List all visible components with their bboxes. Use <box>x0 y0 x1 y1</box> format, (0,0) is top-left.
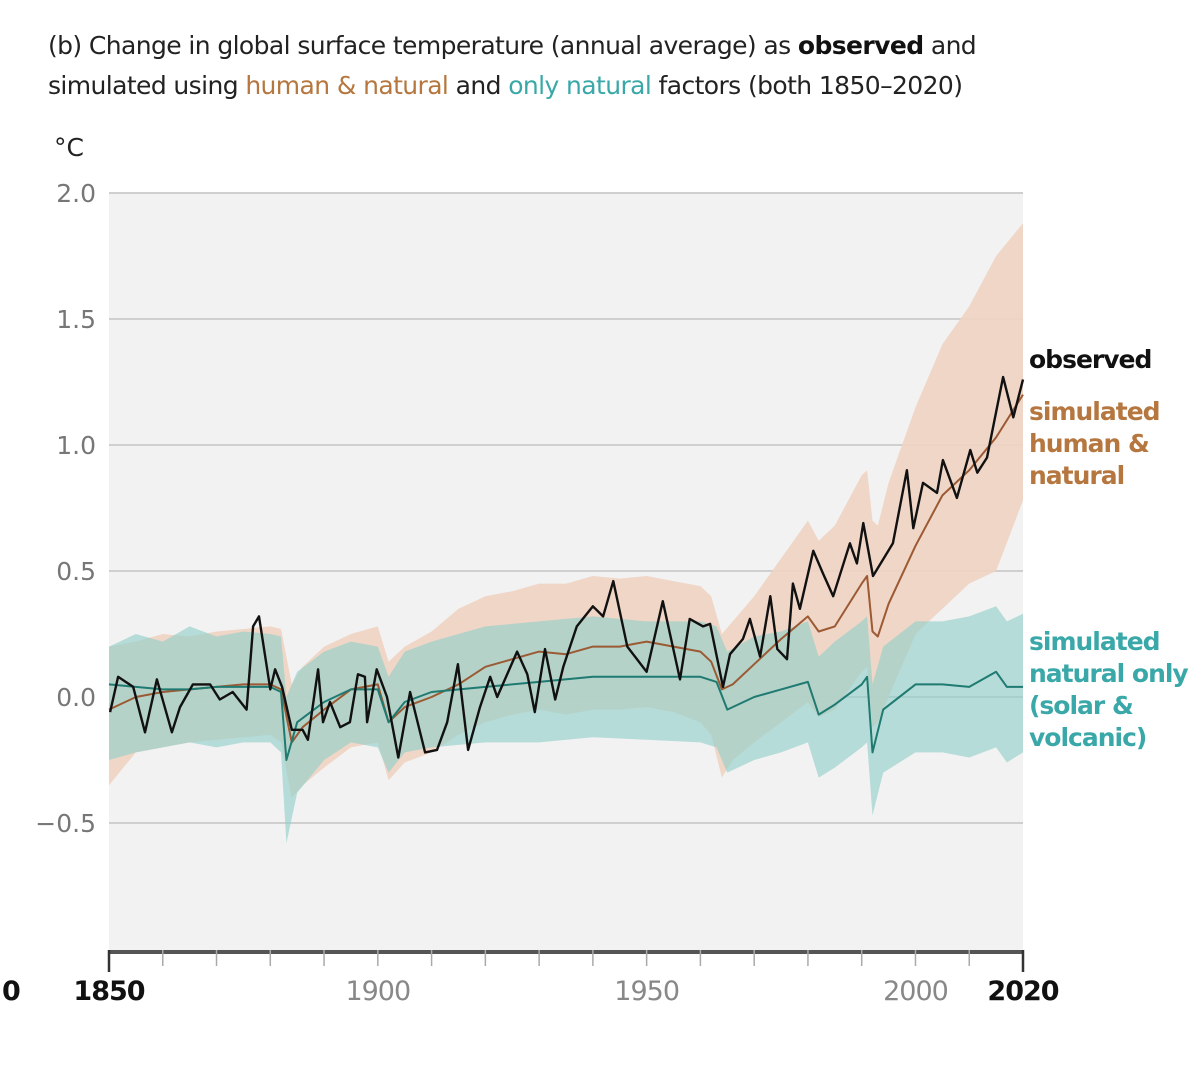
title-text: simulated using <box>48 71 246 100</box>
observed-line <box>108 375 1025 759</box>
title-observed: observed <box>797 31 924 60</box>
x-tick-label: 2000 <box>883 976 948 1007</box>
natural-only-range-band <box>109 606 1023 844</box>
x-tick-label: 2020 <box>987 976 1058 1007</box>
natural-only-label: (solar & <box>1029 691 1133 720</box>
title-human-natural: human & natural <box>245 71 449 100</box>
human-natural-label: natural <box>1029 461 1124 490</box>
title-text: factors (both 1850–2020) <box>651 71 963 100</box>
title-line-1: (b) Change in global surface temperature… <box>48 26 977 66</box>
natural-only-label: volcanic) <box>1029 723 1146 752</box>
human-natural-mean-line <box>108 394 1024 744</box>
natural-only-label: natural only <box>1029 659 1188 688</box>
title-text: and <box>923 31 977 60</box>
human-natural-label: human & <box>1029 429 1149 458</box>
x-tick-label: 1900 <box>345 976 410 1007</box>
y-tick-label: 0.0 <box>56 683 96 712</box>
title-text: (b) Change in global surface temperature… <box>48 31 798 60</box>
natural-only-label: simulated <box>1029 627 1160 656</box>
y-tick-label: −0.5 <box>35 809 96 838</box>
title-text: and <box>448 71 509 100</box>
y-tick-label: 0.5 <box>56 557 96 586</box>
x-tick-label: 1950 <box>614 976 679 1007</box>
chart-title: (b) Change in global surface temperature… <box>48 26 977 106</box>
natural-only-mean-line <box>108 670 1023 761</box>
human-natural-label: simulated <box>1029 397 1160 426</box>
clipped-x-label: 0 <box>2 976 21 1007</box>
y-tick-label: 1.0 <box>56 431 96 460</box>
title-only-natural: only natural <box>508 71 652 100</box>
title-line-2: simulated using human & natural and only… <box>48 66 976 106</box>
y-axis-unit: °C <box>54 133 84 162</box>
observed-label: observed <box>1029 345 1151 374</box>
x-tick-label: 1850 <box>73 976 144 1007</box>
y-tick-label: 1.5 <box>56 305 96 334</box>
y-tick-label: 2.0 <box>56 179 96 208</box>
